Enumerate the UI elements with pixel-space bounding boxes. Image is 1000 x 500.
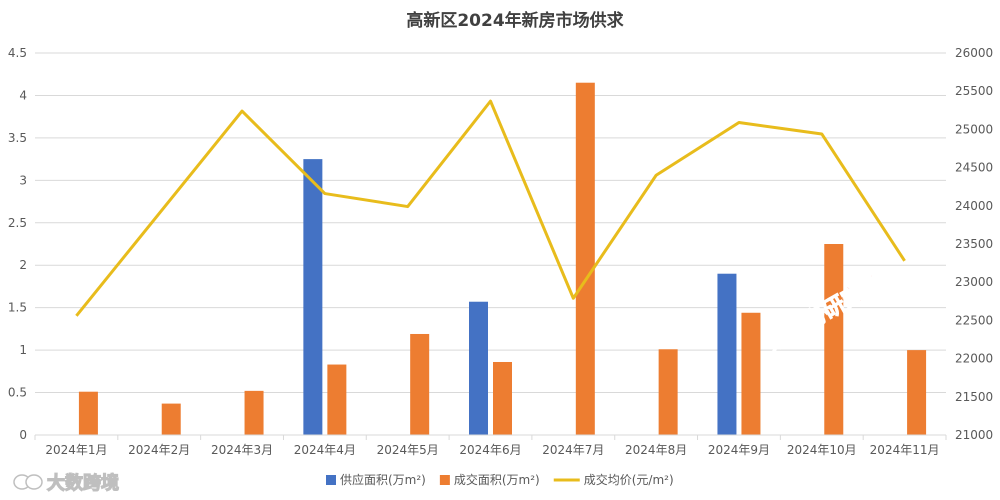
right-tick-label: 24500 (955, 161, 993, 175)
left-tick-label: 4 (19, 88, 27, 102)
bars (78, 82, 927, 435)
right-tick-label: 26000 (955, 46, 993, 60)
transaction-bar (78, 391, 98, 435)
legend-swatch (326, 475, 336, 485)
legend-swatch (439, 475, 450, 485)
right-tick-label: 22500 (955, 313, 993, 327)
right-tick-label: 21000 (955, 428, 993, 442)
x-tick-label: 2024年6月 (459, 443, 521, 457)
supply-bar (469, 301, 488, 435)
supply-bar (717, 273, 737, 435)
x-axis: 2024年1月 2024年2月 2024年3月 2024年4月 2024年5月 2024年… (34, 434, 947, 457)
price-line (75, 99, 906, 317)
left-tick-label: 4.5 (8, 46, 27, 60)
watermark-logo-icon (13, 474, 43, 490)
watermark-gray-text: 大数跨境 (47, 472, 119, 494)
left-tick-label: 3 (19, 173, 27, 187)
transaction-bar (575, 82, 595, 435)
legend-label: 成交面积(万m²) (454, 472, 540, 487)
right-tick-label: 21500 (955, 390, 993, 404)
transaction-bar (327, 364, 347, 435)
left-tick-label: 0 (19, 428, 27, 442)
legend: 供应面积(万m²) 成交面积(万m²) 成交均价(元/m²) (326, 472, 674, 487)
legend-label: 供应面积(万m²) (340, 472, 426, 487)
x-tick-label: 2024年8月 (625, 443, 687, 457)
transaction-bar (410, 333, 430, 435)
left-tick-label: 0.5 (8, 386, 27, 400)
x-tick-label: 2024年11月 (870, 443, 940, 457)
x-tick-label: 2024年3月 (211, 443, 273, 457)
right-axis: 21000 21500 22000 22500 23000 23500 24000 24500… (955, 46, 993, 442)
watermark-gray: 大数跨境 (13, 471, 120, 495)
x-tick-label: 2024年1月 (45, 443, 107, 457)
transaction-bar (907, 350, 927, 435)
left-axis: 0 0.5 1 1.5 2 2.5 3 3.5 4 4.5 (8, 46, 27, 442)
x-tick-label: 2024年10月 (787, 443, 857, 457)
transaction-bar (658, 349, 678, 435)
left-tick-label: 3.5 (8, 131, 27, 145)
chart-title: 高新区2024年新房市场供求 (406, 10, 623, 31)
transaction-bar (493, 361, 512, 435)
right-tick-label: 25000 (955, 122, 993, 136)
right-tick-label: 23500 (955, 237, 993, 251)
right-tick-label: 24000 (955, 199, 993, 213)
transaction-bar (244, 390, 264, 435)
supply-bar (303, 159, 323, 435)
x-tick-label: 2024年2月 (128, 443, 190, 457)
x-tick-label: 2024年9月 (708, 443, 770, 457)
right-tick-label: 22000 (955, 352, 993, 366)
left-tick-label: 1.5 (8, 301, 27, 315)
right-tick-label: 25500 (955, 84, 993, 98)
price-line-layer (75, 99, 906, 317)
right-tick-label: 23000 (955, 275, 993, 289)
left-tick-label: 2.5 (8, 216, 27, 230)
left-tick-label: 2 (19, 258, 27, 272)
x-tick-label: 2024年4月 (294, 443, 356, 457)
transaction-bar (741, 312, 761, 435)
legend-label: 成交均价(元/m²) (584, 472, 674, 487)
left-tick-label: 1 (19, 343, 27, 357)
transaction-bar (824, 244, 844, 435)
x-tick-label: 2024年7月 (542, 443, 604, 457)
x-tick-label: 2024年5月 (377, 443, 439, 457)
transaction-bar (161, 403, 181, 435)
